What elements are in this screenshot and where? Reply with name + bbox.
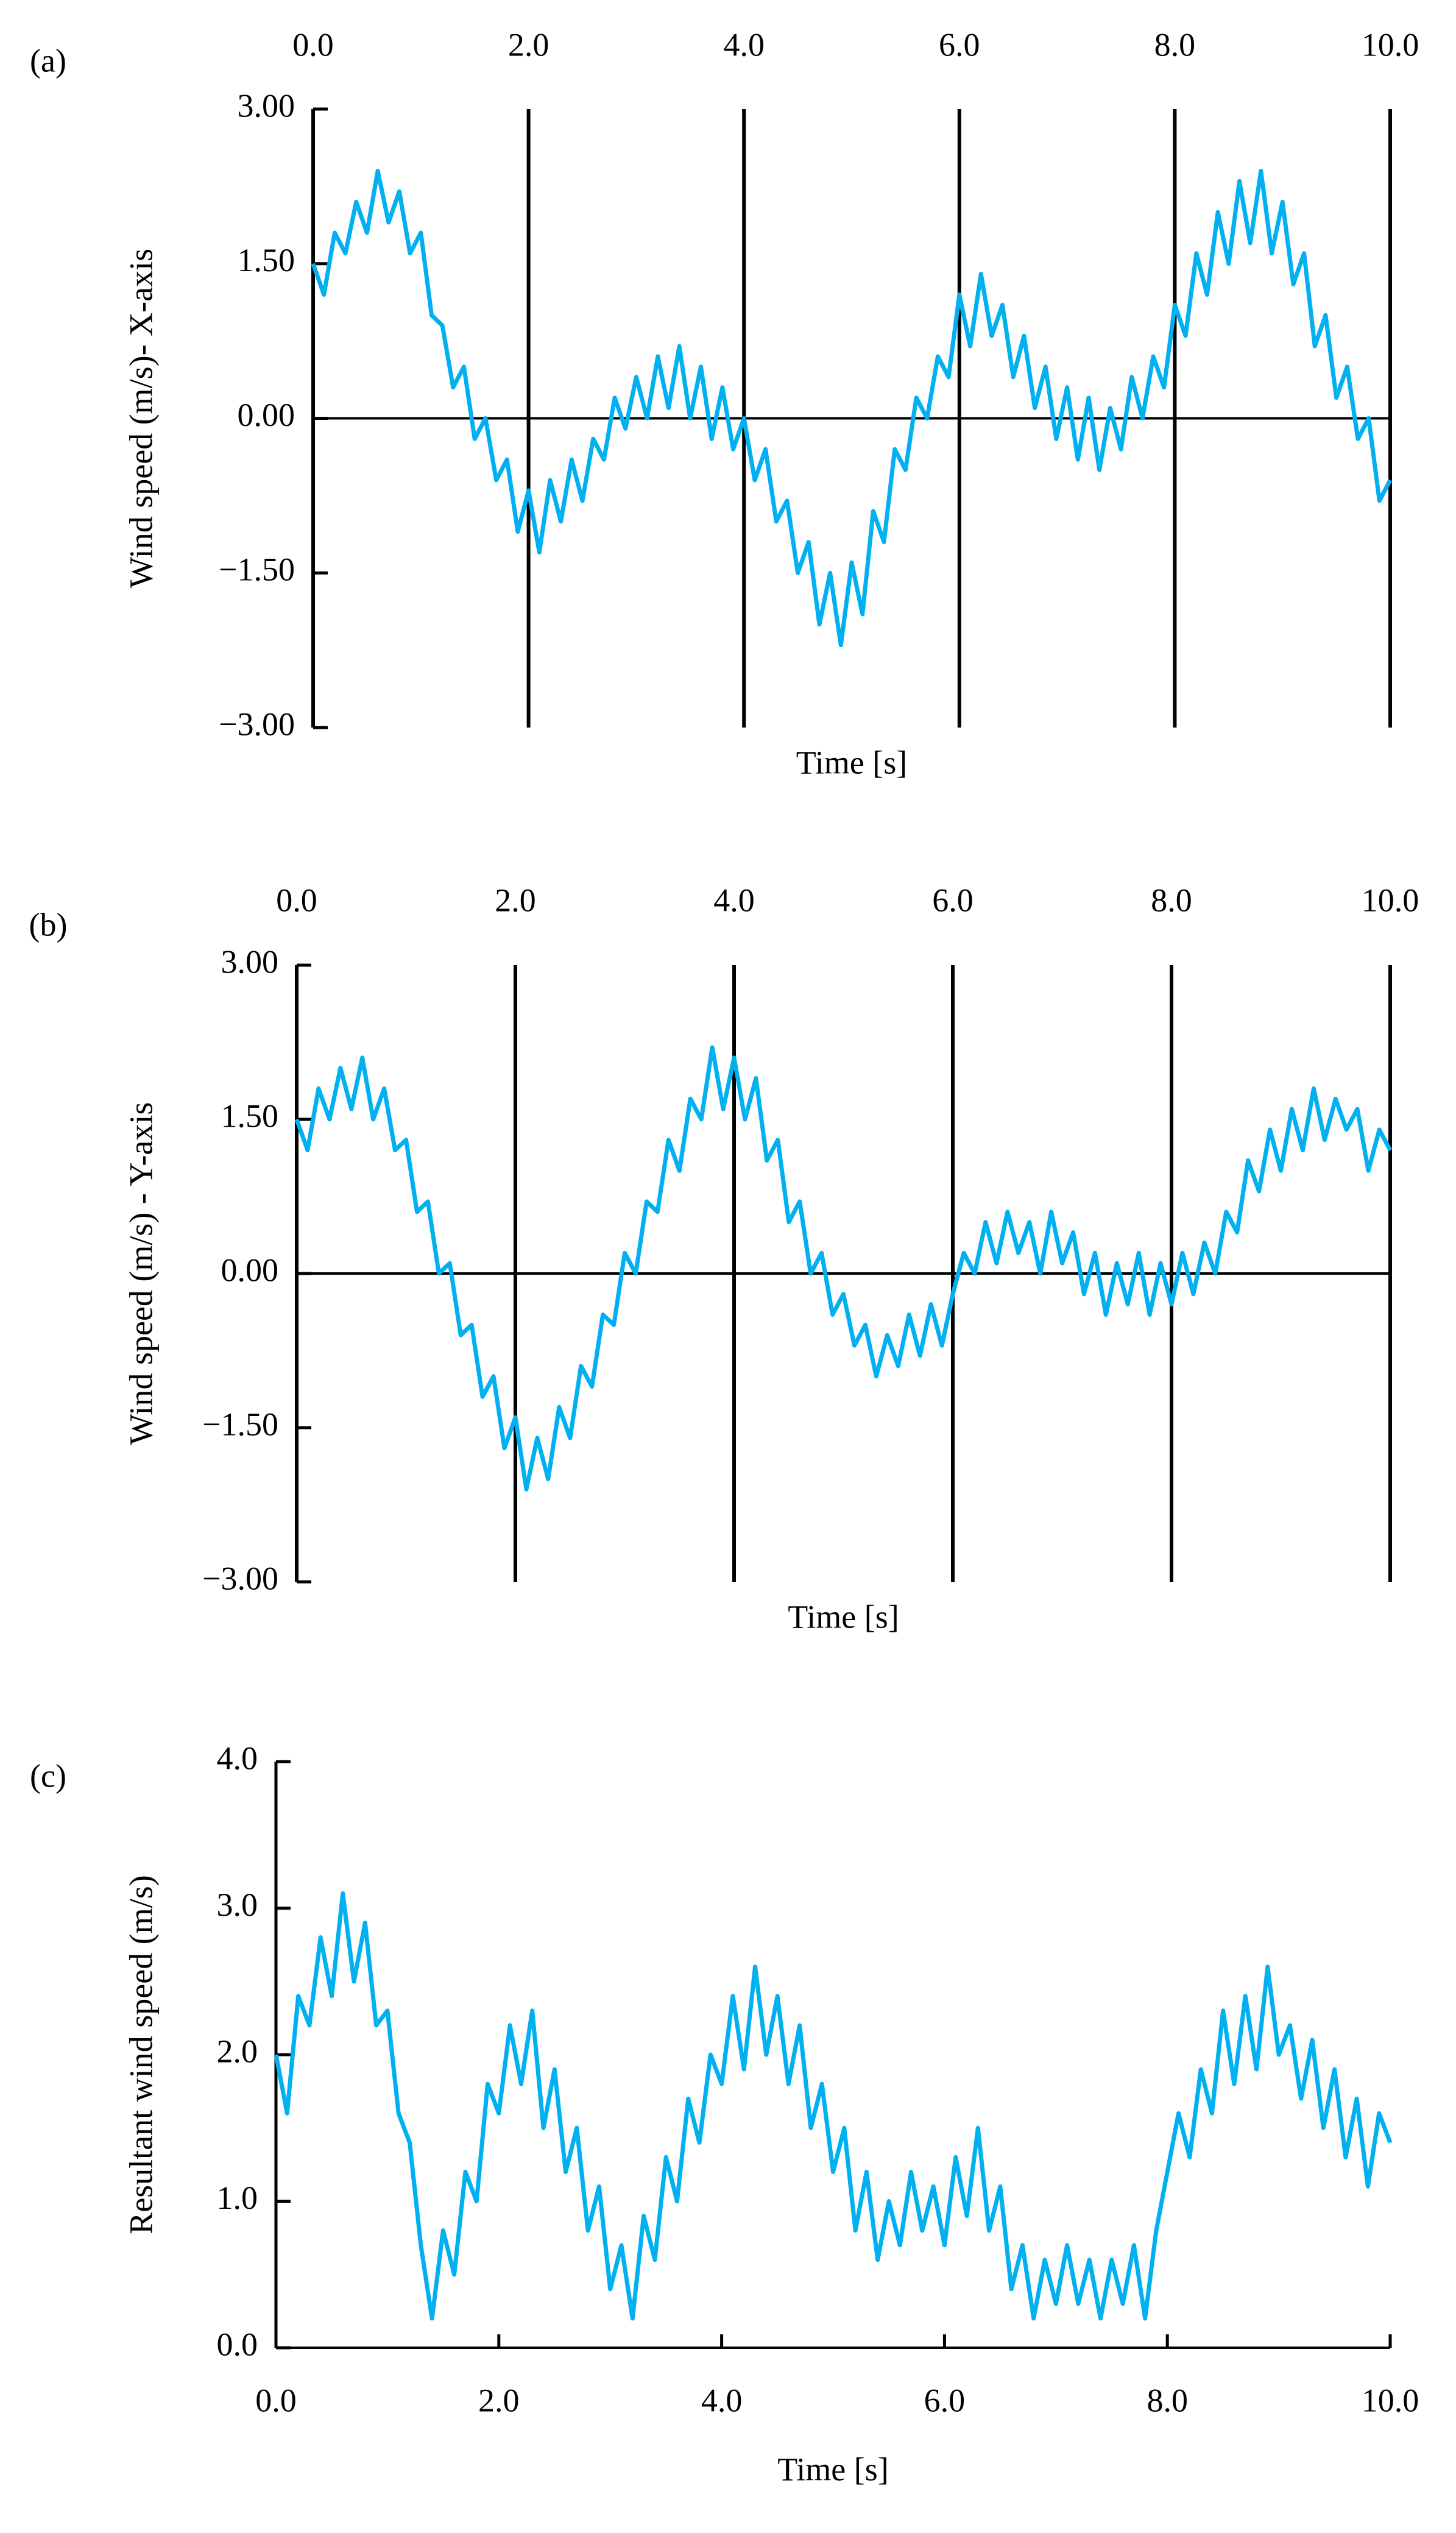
x-tick-label: 6.0 (939, 26, 980, 63)
chart-panel: (b) 0.0 2.0 4.0 6.0 8.0 10.0 −3.00 −1.50 0.00 1.50… (29, 882, 1419, 1635)
x-tick-label: 0.0 (255, 2382, 297, 2418)
y-tick-label: 4.0 (217, 1740, 258, 1776)
chart-panel: (c) 0.0 2.0 4.0 6.0 8.0 10.0 0.0 1.0 2.0 3.0 4.0 Tim… (30, 1740, 1419, 2487)
y-tick-label: 0.0 (217, 2326, 258, 2362)
y-tick-label: 1.50 (238, 242, 295, 278)
x-tick-label: 4.0 (713, 882, 755, 918)
y-tick-label: −3.00 (202, 1560, 278, 1596)
x-tick-label: 10.0 (1362, 2382, 1419, 2418)
data-line (294, 1045, 1393, 1492)
y-tick-label: −1.50 (202, 1406, 278, 1442)
x-tick-label: 0.0 (292, 26, 334, 63)
y-tick-label: 0.00 (221, 1252, 279, 1288)
x-tick-label: 8.0 (1147, 2382, 1188, 2418)
x-tick-label: 2.0 (495, 882, 536, 918)
x-tick-label: 4.0 (723, 26, 765, 63)
y-tick-label: −1.50 (219, 551, 295, 588)
y-tick-label: 0.00 (238, 397, 295, 433)
x-tick-label: 4.0 (701, 2382, 743, 2418)
data-line (274, 1891, 1393, 2321)
x-tick-label: 6.0 (932, 882, 974, 918)
y-tick-label: 3.00 (238, 87, 295, 124)
x-axis-title: Time [s] (777, 2451, 889, 2487)
data-line (311, 169, 1393, 648)
y-tick-label: 2.0 (217, 2033, 258, 2069)
x-tick-label: 10.0 (1362, 882, 1419, 918)
x-axis-title: Time [s] (788, 1598, 899, 1635)
y-tick-label: 3.0 (217, 1886, 258, 1923)
x-tick-label: 8.0 (1154, 26, 1196, 63)
y-tick-label: 3.00 (221, 943, 279, 980)
y-axis-title: Resultant wind speed (m/s) (122, 1875, 159, 2234)
y-tick-label: −3.00 (219, 706, 295, 742)
y-axis-title: Wind speed (m/s) - Y-axis (122, 1102, 159, 1445)
y-tick-label: 1.0 (217, 2180, 258, 2216)
x-tick-label: 8.0 (1151, 882, 1192, 918)
panel-label: (c) (30, 1757, 66, 1794)
x-axis-title: Time [s] (796, 744, 908, 781)
x-tick-label: 2.0 (478, 2382, 520, 2418)
chart-panel: (a) 0.0 2.0 4.0 6.0 8.0 10.0 −3.00 −1.50 0.00 1.50… (30, 26, 1419, 781)
x-tick-label: 2.0 (508, 26, 550, 63)
y-axis-title: Wind speed (m/s)- X-axis (122, 249, 159, 588)
x-tick-label: 0.0 (276, 882, 317, 918)
x-tick-label: 6.0 (924, 2382, 966, 2418)
x-tick-label: 10.0 (1362, 26, 1419, 63)
panel-label: (b) (29, 906, 68, 943)
y-tick-label: 1.50 (221, 1097, 279, 1134)
panel-label: (a) (30, 42, 66, 79)
